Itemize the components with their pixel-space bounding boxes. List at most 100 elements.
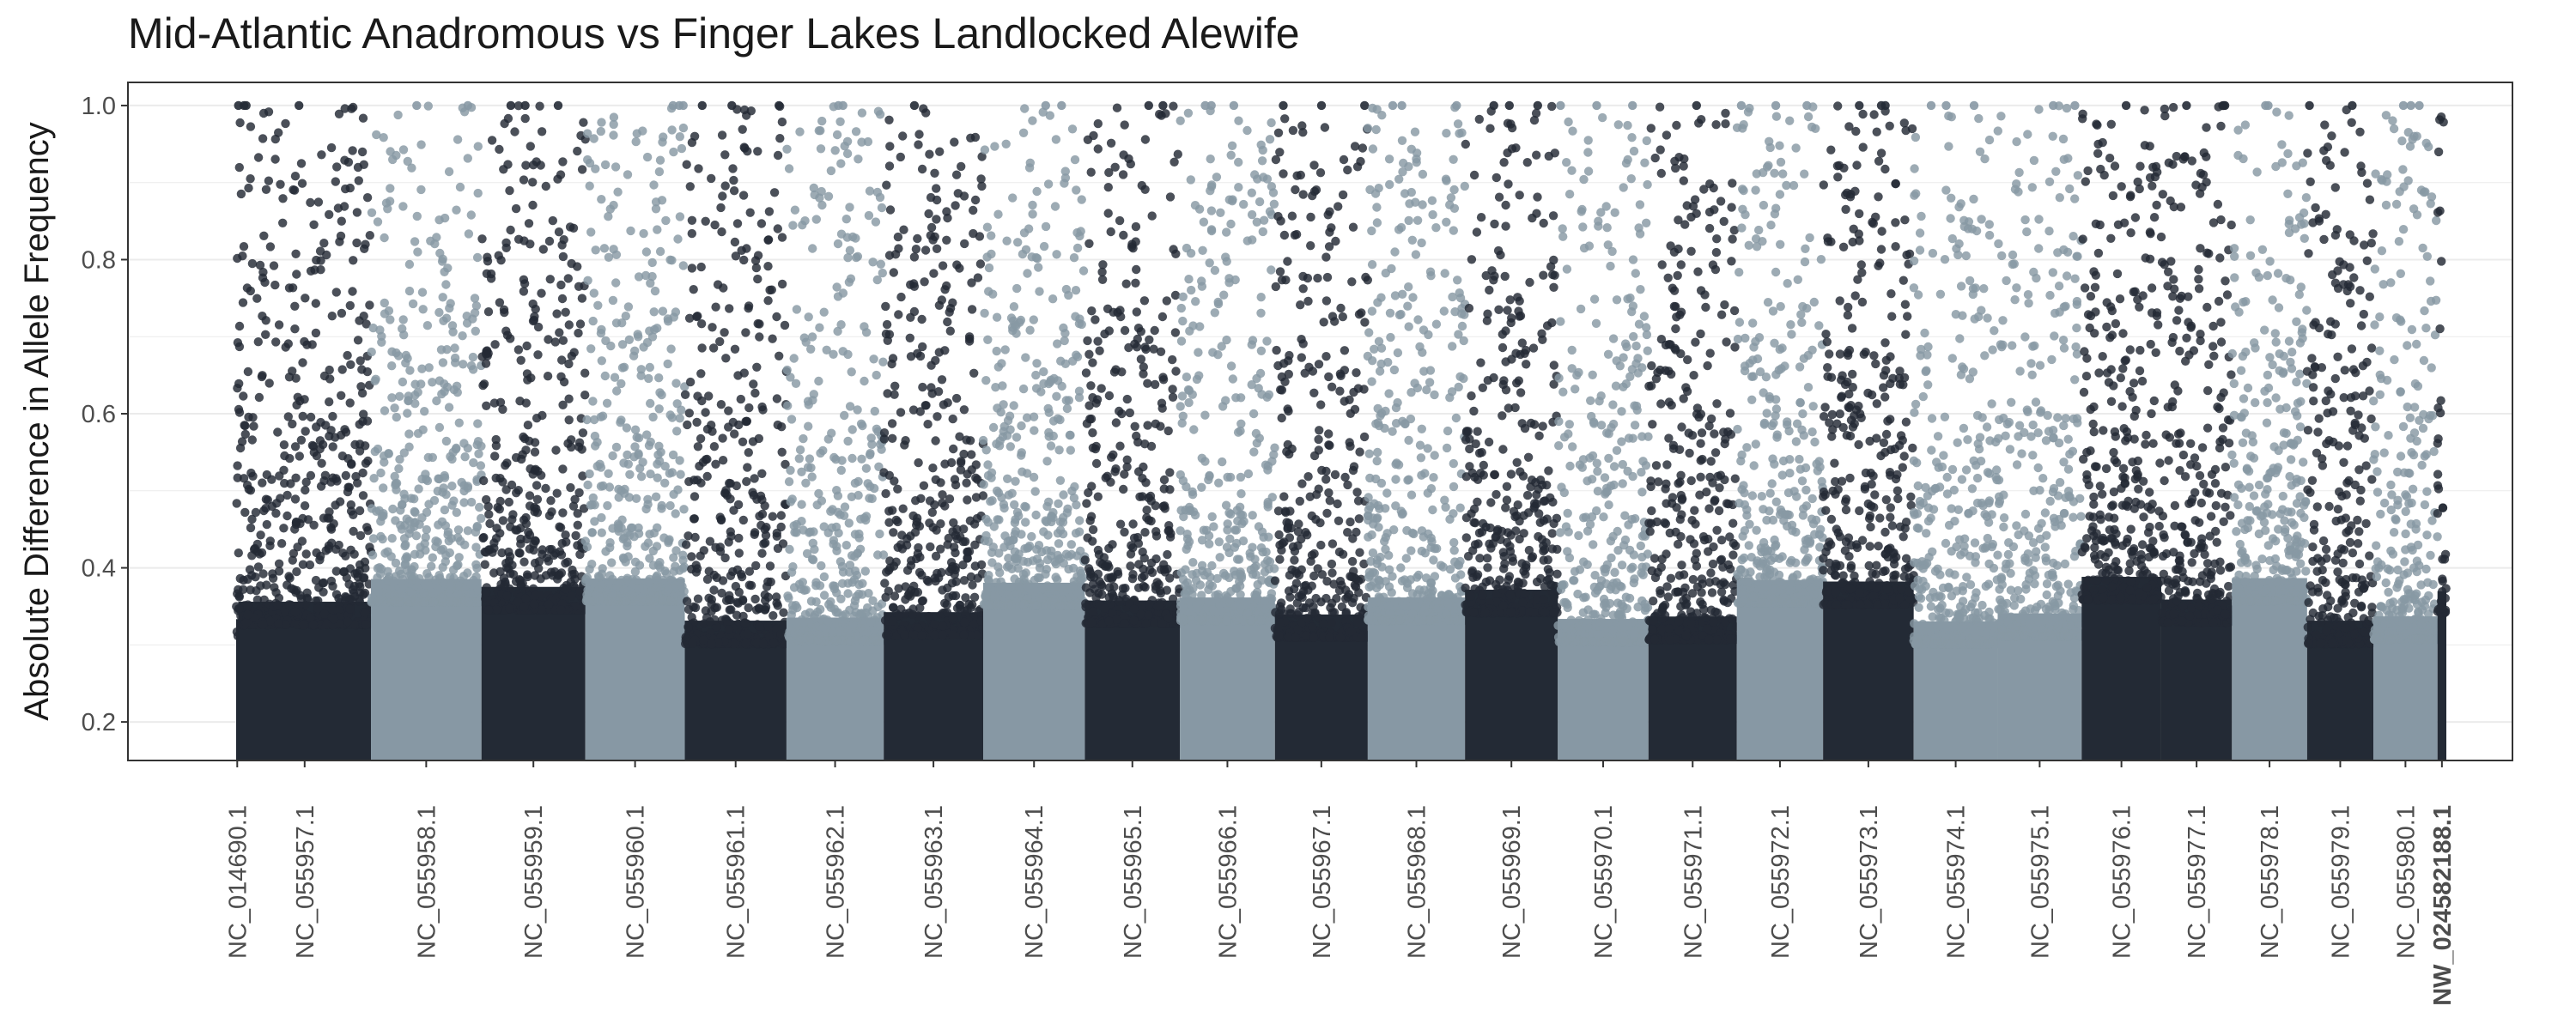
data-point	[361, 239, 370, 249]
data-point	[951, 591, 961, 601]
data-point	[978, 435, 988, 445]
data-point	[835, 557, 846, 566]
data-point	[240, 507, 250, 518]
data-point	[764, 207, 775, 216]
data-point	[666, 344, 676, 354]
data-point	[306, 470, 316, 481]
data-point	[328, 605, 337, 615]
data-point	[1027, 531, 1036, 542]
data-point	[1210, 265, 1220, 276]
data-point	[388, 504, 398, 514]
data-point	[845, 245, 855, 255]
data-point	[1190, 201, 1200, 210]
data-point	[1012, 433, 1022, 442]
data-point	[1193, 603, 1202, 613]
data-point	[1249, 447, 1259, 457]
data-point	[605, 482, 615, 492]
data-point	[1144, 515, 1154, 525]
data-point	[292, 400, 301, 410]
data-point	[561, 584, 571, 594]
data-point	[1104, 167, 1114, 178]
data-point	[1057, 100, 1066, 111]
data-point	[352, 208, 362, 217]
data-point	[924, 209, 933, 219]
data-point	[268, 573, 278, 583]
data-point	[865, 494, 874, 503]
data-point	[398, 377, 408, 387]
data-point	[480, 560, 489, 569]
data-point	[521, 398, 531, 408]
data-point	[1031, 252, 1041, 263]
data-point	[642, 337, 653, 348]
data-point	[1012, 283, 1022, 294]
data-point	[343, 616, 353, 627]
data-point	[946, 457, 957, 468]
data-point	[677, 143, 687, 154]
data-point	[1144, 493, 1153, 503]
data-point	[739, 368, 749, 378]
data-point	[357, 365, 367, 374]
data-point	[829, 452, 839, 463]
data-point	[388, 154, 398, 165]
data-point	[253, 153, 264, 162]
data-point	[739, 142, 749, 152]
data-point	[992, 578, 1001, 587]
data-point	[751, 263, 762, 273]
data-point	[769, 188, 780, 197]
data-point	[786, 465, 795, 476]
data-point	[906, 280, 915, 289]
data-point	[376, 468, 386, 478]
data-point	[1170, 157, 1179, 167]
data-point	[416, 549, 425, 559]
data-point	[361, 319, 371, 329]
data-point	[950, 137, 959, 147]
data-point	[429, 495, 440, 506]
data-point	[823, 191, 834, 201]
data-point	[692, 476, 702, 485]
data-point	[386, 552, 396, 561]
data-point	[724, 406, 733, 415]
data-point	[753, 147, 762, 156]
data-point	[837, 579, 848, 588]
data-point	[768, 512, 777, 521]
data-point	[671, 307, 681, 317]
data-point	[383, 204, 392, 214]
data-point	[434, 422, 445, 433]
data-point	[609, 112, 619, 122]
data-point	[495, 144, 504, 154]
data-point	[807, 332, 817, 342]
data-point	[1031, 370, 1041, 380]
data-point	[1059, 512, 1068, 523]
data-point	[1083, 336, 1092, 346]
data-point	[648, 412, 658, 422]
data-point	[679, 562, 690, 572]
data-point	[716, 203, 726, 213]
data-point	[804, 312, 813, 322]
data-point	[881, 592, 890, 602]
data-point	[1142, 506, 1151, 515]
data-point	[985, 601, 994, 610]
data-point	[472, 521, 483, 531]
data-point	[1030, 487, 1040, 496]
data-point	[302, 588, 312, 597]
data-point	[607, 591, 617, 602]
data-point	[961, 593, 970, 603]
data-point	[717, 130, 727, 140]
data-point	[776, 511, 786, 520]
data-point	[1233, 427, 1243, 437]
data-point	[1236, 419, 1246, 428]
data-point	[854, 490, 863, 500]
data-point	[1058, 529, 1068, 539]
chart-title: Mid-Atlantic Anadromous vs Finger Lakes …	[128, 9, 1300, 58]
data-point	[471, 326, 480, 336]
data-point	[354, 176, 363, 185]
data-point	[494, 251, 503, 260]
data-point	[1020, 104, 1030, 113]
data-point	[1086, 512, 1097, 521]
data-point	[983, 335, 993, 344]
data-point	[589, 288, 598, 298]
data-point	[744, 448, 753, 457]
data-point	[668, 450, 678, 460]
data-point	[344, 579, 354, 589]
data-point	[516, 539, 526, 548]
